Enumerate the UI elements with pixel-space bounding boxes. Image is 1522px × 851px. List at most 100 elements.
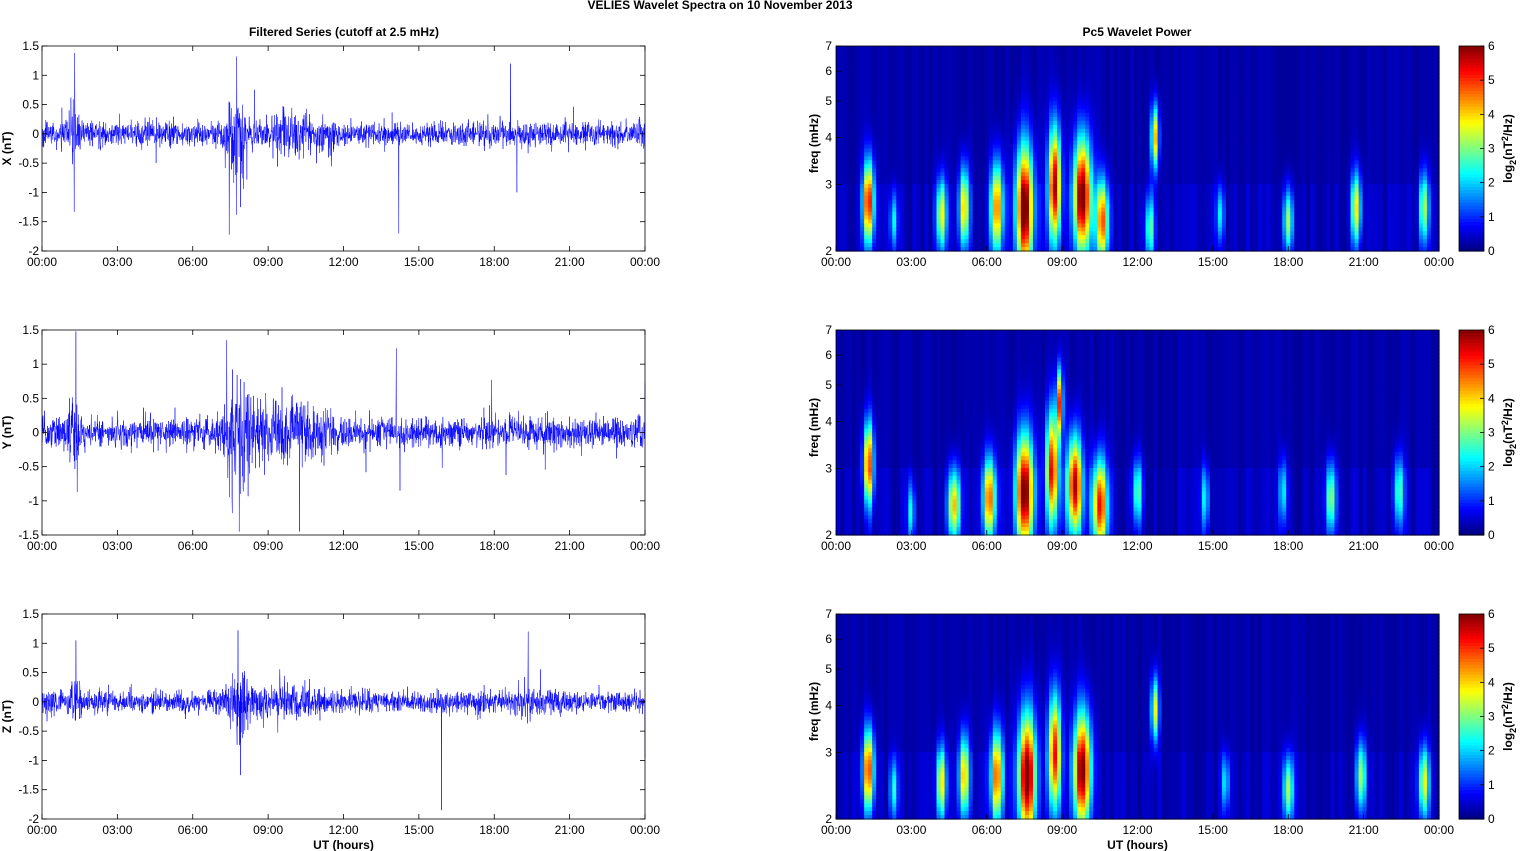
- heatmap-cell: [1125, 235, 1130, 240]
- heatmap-cell: [993, 117, 998, 122]
- heatmap-cell: [864, 231, 869, 236]
- heatmap-cell: [945, 184, 950, 189]
- heatmap-cell: [1057, 78, 1062, 83]
- heatmap-cell: [957, 66, 962, 71]
- heatmap-cell: [916, 137, 921, 142]
- heatmap-cell: [932, 152, 937, 157]
- heatmap-cell: [1166, 200, 1171, 205]
- heatmap-cell: [1061, 152, 1066, 157]
- heatmap-cell: [928, 125, 933, 130]
- heatmap-cell: [981, 184, 986, 189]
- heatmap-cell: [969, 196, 974, 201]
- heatmap-cell: [1129, 231, 1134, 236]
- heatmap-cell: [1029, 129, 1034, 134]
- heatmap-cell: [1045, 184, 1050, 189]
- heatmap-cell: [949, 137, 954, 142]
- heatmap-cell: [1186, 152, 1191, 157]
- heatmap-cell: [1001, 129, 1006, 134]
- heatmap-cell: [868, 196, 873, 201]
- heatmap-cell: [1097, 152, 1102, 157]
- heatmap-cell: [1138, 219, 1143, 224]
- heatmap-cell: [1069, 184, 1074, 189]
- heatmap-cell: [1150, 208, 1155, 213]
- heatmap-cell: [1138, 50, 1143, 55]
- heatmap-cell: [937, 180, 942, 185]
- heatmap-cell: [1133, 81, 1138, 86]
- heatmap-cell: [912, 85, 917, 90]
- heatmap-cell: [945, 235, 950, 240]
- heatmap-cell: [1041, 129, 1046, 134]
- heatmap-cell: [957, 141, 962, 146]
- heatmap-cell: [888, 227, 893, 232]
- heatmap-cell: [916, 227, 921, 232]
- filtered-series-panel-y: 00:00 03:00 06:00 09:00 12:00 15:00 18:00 21:00…: [0, 323, 660, 553]
- heatmap-cell: [1101, 156, 1106, 161]
- heatmap-cell: [860, 164, 865, 169]
- heatmap-cell: [973, 113, 978, 118]
- heatmap-cell: [860, 227, 865, 232]
- heatmap-cell: [932, 200, 937, 205]
- heatmap-cell: [880, 160, 885, 165]
- heatmap-cell: [1154, 243, 1159, 248]
- heatmap-cell: [1146, 46, 1151, 51]
- heatmap-cell: [1182, 101, 1187, 106]
- heatmap-cell: [969, 62, 974, 67]
- heatmap-cell: [1101, 204, 1106, 209]
- heatmap-cell: [836, 141, 841, 146]
- heatmap-cell: [1009, 223, 1014, 228]
- heatmap-cell: [932, 164, 937, 169]
- heatmap-cell: [985, 121, 990, 126]
- heatmap-cell: [1125, 145, 1130, 150]
- heatmap-cell: [1017, 74, 1022, 79]
- heatmap-cell: [844, 208, 849, 213]
- heatmap-cell: [953, 50, 958, 55]
- heatmap-cell: [1125, 89, 1130, 94]
- heatmap-cell: [864, 208, 869, 213]
- heatmap-cell: [993, 152, 998, 157]
- heatmap-cell: [977, 113, 982, 118]
- heatmap-cell: [1021, 105, 1026, 110]
- heatmap-cell: [1069, 62, 1074, 67]
- heatmap-cell: [941, 164, 946, 169]
- heatmap-cell: [932, 141, 937, 146]
- heatmap-cell: [1033, 231, 1038, 236]
- heatmap-cell: [908, 200, 913, 205]
- heatmap-cell: [941, 172, 946, 177]
- heatmap-cell: [957, 172, 962, 177]
- heatmap-cell: [1029, 117, 1034, 122]
- heatmap-cell: [1013, 196, 1018, 201]
- heatmap-cell: [908, 133, 913, 138]
- heatmap-cell: [1150, 125, 1155, 130]
- heatmap-cell: [937, 70, 942, 75]
- heatmap-cell: [1057, 231, 1062, 236]
- heatmap-cell: [860, 133, 865, 138]
- heatmap-cell: [993, 133, 998, 138]
- heatmap-cell: [1037, 164, 1042, 169]
- heatmap-cell: [1081, 212, 1086, 217]
- heatmap-cell: [884, 129, 889, 134]
- heatmap-cell: [1206, 78, 1211, 83]
- heatmap-cell: [1033, 141, 1038, 146]
- heatmap-cell: [1186, 188, 1191, 193]
- heatmap-cell: [949, 176, 954, 181]
- heatmap-cell: [1013, 192, 1018, 197]
- heatmap-cell: [1105, 62, 1110, 67]
- heatmap-cell: [864, 204, 869, 209]
- heatmap-cell: [840, 200, 845, 205]
- heatmap-cell: [864, 54, 869, 59]
- heatmap-cell: [1146, 156, 1151, 161]
- heatmap-cell: [868, 160, 873, 165]
- heatmap-cell: [945, 62, 950, 67]
- heatmap-cell: [1005, 231, 1010, 236]
- heatmap-cell: [1133, 74, 1138, 79]
- heatmap-cell: [1061, 78, 1066, 83]
- heatmap-cell: [1194, 168, 1199, 173]
- heatmap-cell: [1154, 101, 1159, 106]
- heatmap-cell: [1202, 235, 1207, 240]
- heatmap-cell: [1017, 239, 1022, 244]
- heatmap-cell: [924, 46, 929, 51]
- heatmap-cell: [892, 200, 897, 205]
- heatmap-cell: [1097, 133, 1102, 138]
- heatmap-cell: [1081, 141, 1086, 146]
- heatmap-cell: [1129, 223, 1134, 228]
